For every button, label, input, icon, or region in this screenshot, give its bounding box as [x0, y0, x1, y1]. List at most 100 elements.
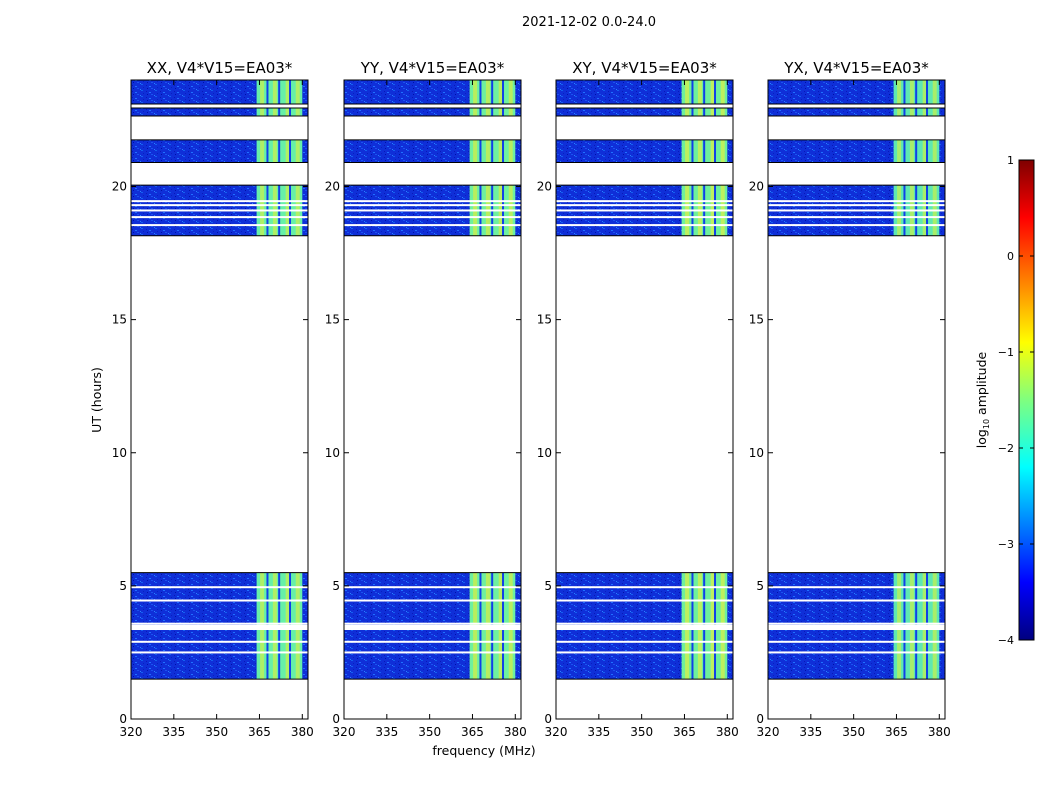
rfi-streak	[897, 80, 902, 104]
rfi-streak	[897, 139, 902, 163]
gap-line	[344, 640, 521, 643]
gap-line	[556, 626, 733, 629]
x-tick-label: 350	[630, 725, 653, 739]
gap-line	[344, 216, 521, 219]
x-tick-label: 320	[545, 725, 568, 739]
panel-frame	[555, 79, 734, 720]
x-tick-label: 350	[842, 725, 865, 739]
gap-line	[556, 200, 733, 203]
channel-gap	[915, 139, 918, 163]
channel-gap	[266, 80, 269, 104]
rfi-streak	[710, 139, 715, 163]
y-tick-label: 10	[749, 446, 764, 460]
channel-gap	[278, 139, 281, 163]
gap-line	[768, 204, 945, 207]
rfi-streak	[909, 107, 914, 116]
x-tick-label: 380	[504, 725, 527, 739]
panel-title: YX, V4*V15=EA03*	[783, 59, 929, 77]
rfi-streak	[932, 139, 937, 163]
y-tick-label: 0	[756, 712, 764, 726]
rfi-streak	[485, 80, 490, 104]
rfi-streak	[295, 107, 300, 116]
rfi-streak	[285, 80, 290, 104]
channel-gap	[703, 107, 706, 116]
x-tick-label: 335	[375, 725, 398, 739]
gap-line	[344, 626, 521, 629]
gap-line	[131, 586, 308, 589]
channel-gap	[915, 107, 918, 116]
x-axis-label: frequency (MHz)	[432, 743, 535, 758]
channel-gap	[289, 80, 292, 104]
channel-gap	[278, 107, 281, 116]
x-tick-label: 365	[673, 725, 696, 739]
rfi-streak	[272, 139, 277, 163]
channel-gap	[691, 107, 694, 116]
channel-gap	[491, 107, 494, 116]
x-tick-label: 365	[248, 725, 271, 739]
channel-gap	[691, 80, 694, 104]
rfi-streak	[697, 107, 702, 116]
panel-title: XY, V4*V15=EA03*	[572, 59, 717, 77]
gap-line	[556, 586, 733, 589]
gap-line	[556, 224, 733, 227]
y-tick-label: 20	[325, 180, 340, 194]
rfi-streak	[508, 80, 513, 104]
rfi-streak	[897, 107, 902, 116]
rfi-streak	[498, 107, 503, 116]
gap-line	[768, 628, 945, 631]
data-block	[131, 107, 308, 116]
rfi-streak	[685, 139, 690, 163]
x-tick-label: 350	[418, 725, 441, 739]
gap-line	[556, 204, 733, 207]
colorbar: 1 0 −1 −2 −3 −4	[998, 154, 1035, 647]
panels: XX, V4*V15=EA03* 320 335 350 365 380 0 5 10 15 20 Y…	[112, 59, 951, 739]
rfi-streak	[260, 80, 265, 104]
gap-line	[131, 599, 308, 602]
gap-line	[131, 204, 308, 207]
rfi-streak	[932, 107, 937, 116]
y-tick-label: 10	[112, 446, 127, 460]
x-tick-label: 350	[205, 725, 228, 739]
gap-line	[344, 204, 521, 207]
colorbar-tick-label: 1	[1007, 154, 1014, 167]
gap-line	[768, 599, 945, 602]
channel-gap	[491, 80, 494, 104]
rfi-streak	[720, 139, 725, 163]
gap-line	[344, 586, 521, 589]
rfi-streak	[508, 139, 513, 163]
gap-line	[344, 224, 521, 227]
y-tick-label: 20	[537, 180, 552, 194]
gap-line	[556, 624, 733, 627]
channel-gap	[703, 80, 706, 104]
channel-gap	[278, 80, 281, 104]
rfi-streak	[272, 107, 277, 116]
rfi-streak	[922, 80, 927, 104]
gap-line	[556, 683, 733, 686]
rfi-streak	[260, 139, 265, 163]
rfi-streak	[922, 139, 927, 163]
gap-line	[556, 651, 733, 654]
y-axis-label: UT (hours)	[89, 367, 104, 433]
y-tick-label: 15	[537, 313, 552, 327]
channel-gap	[502, 139, 505, 163]
panel-title: XX, V4*V15=EA03*	[147, 59, 293, 77]
channel-gap	[926, 139, 929, 163]
gap-line	[768, 224, 945, 227]
gap-line	[131, 628, 308, 631]
panel-frame	[767, 79, 946, 720]
gap-line	[768, 586, 945, 589]
panel-title: YY, V4*V15=EA03*	[360, 59, 505, 77]
colorbar-label: log10 amplitude	[974, 351, 991, 448]
gap-line	[768, 622, 945, 625]
rfi-streak	[498, 80, 503, 104]
y-tick-label: 5	[756, 579, 764, 593]
x-tick-label: 335	[162, 725, 185, 739]
rfi-streak	[295, 80, 300, 104]
x-tick-label: 380	[291, 725, 314, 739]
rfi-streak	[685, 107, 690, 116]
colorbar-gradient	[1018, 159, 1035, 641]
gap-line	[131, 200, 308, 203]
y-tick-label: 20	[749, 180, 764, 194]
rfi-streak	[710, 107, 715, 116]
